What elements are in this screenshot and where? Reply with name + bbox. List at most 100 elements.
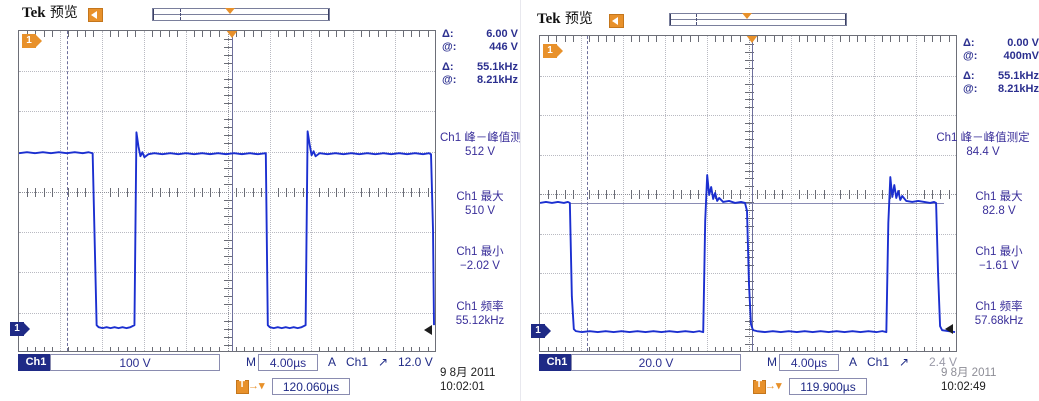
readout-row: Δ: 6.00 V — [442, 28, 518, 41]
measurement-pk-pk-left: Ch1 峰－峰值测定 512 V — [440, 131, 534, 159]
horizontal-scale-value[interactable]: 4.00µs — [779, 354, 839, 371]
measurement-value: 512 V — [464, 146, 496, 158]
cursor-readout-group-frequency: Δ: 55.1kHz @: 8.21kHz — [442, 61, 518, 87]
scope-left: Tek 预览 — [0, 0, 520, 401]
scope-left-header: Tek 预览 — [0, 0, 520, 24]
cursor-readout-group-voltage: Δ: 0.00 V @: 400mV — [963, 37, 1039, 63]
measurement-label: Ch1 最小 — [456, 246, 504, 258]
measurement-label: Ch1 频率 — [975, 301, 1023, 313]
waveform-trace-ch1-left — [19, 130, 435, 330]
readout-key: @: — [963, 50, 978, 62]
trigger-slope-icon[interactable]: ↗ — [899, 355, 910, 369]
trigger-level-value[interactable]: 12.0 V — [398, 355, 433, 369]
scope-right: Tek 预览 — [521, 0, 1039, 401]
trigger-point-marker-icon[interactable] — [226, 31, 238, 38]
readout-key: Δ: — [442, 28, 454, 40]
waveform-graticule-right[interactable] — [539, 35, 957, 352]
readout-value: 6.00 V — [486, 28, 518, 40]
readout-value: 55.1kHz — [998, 70, 1039, 82]
center-horizontal-ticks — [19, 188, 435, 197]
measurement-value: 55.12kHz — [455, 315, 505, 327]
trigger-state-icon[interactable] — [609, 14, 624, 28]
measurement-frequency-right: Ch1 频率 57.68kHz — [959, 300, 1039, 328]
cursor-a-vertical[interactable] — [587, 36, 588, 351]
record-length-right-bracket — [845, 14, 846, 25]
cursor-readouts-left: Δ: 6.00 V @: 446 V Δ: 55.1kHz @: 8.21kHz — [442, 28, 518, 94]
trigger-position-marker-icon[interactable] — [225, 8, 235, 14]
channel-badge-ch1[interactable]: Ch1 — [539, 354, 575, 371]
trigger-state-icon[interactable] — [88, 8, 103, 22]
channel-badge-ch1[interactable]: Ch1 — [18, 354, 54, 371]
delay-time-icon — [753, 379, 766, 394]
datetime-left: 9 8月 2011 10:02:01 — [440, 366, 495, 394]
measurement-max-left: Ch1 最大 510 V — [440, 190, 520, 218]
cursor-readout-group-voltage: Δ: 6.00 V @: 446 V — [442, 28, 518, 54]
trigger-level-marker-icon[interactable] — [424, 325, 432, 335]
horizontal-scale-prefix: M — [246, 355, 256, 369]
measurement-pk-pk-right: Ch1 峰－峰值测定 84.4 V — [927, 131, 1039, 159]
cursor-horizontal[interactable] — [570, 203, 944, 204]
waveform-graticule-left[interactable] — [18, 30, 436, 352]
channel-reference-marker-orange[interactable]: 1 — [22, 34, 42, 48]
trigger-source-value[interactable]: Ch1 — [346, 355, 369, 369]
readout-key: @: — [963, 83, 978, 95]
readout-value: 55.1kHz — [477, 61, 518, 73]
channel-ground-marker-ch1[interactable]: 1 — [10, 322, 30, 336]
channel-ground-marker-ch1[interactable]: 1 — [531, 324, 551, 338]
record-length-line — [153, 14, 329, 15]
channel-reference-marker-orange[interactable]: 1 — [543, 44, 563, 58]
trigger-level-marker-icon[interactable] — [945, 324, 953, 334]
measurement-value: 510 V — [464, 205, 496, 217]
measurement-value: 57.68kHz — [974, 315, 1024, 327]
readout-key: @: — [442, 41, 457, 53]
date-text: 9 8月 2011 — [941, 367, 997, 379]
readout-key: @: — [442, 74, 457, 86]
readout-row: Δ: 55.1kHz — [963, 70, 1039, 83]
time-text: 10:02:01 — [440, 381, 485, 393]
waveform-trace-ch1-right — [540, 174, 956, 334]
brand-label: Tek — [22, 5, 46, 21]
record-length-bar[interactable] — [152, 8, 330, 21]
trigger-level-value[interactable]: 2.4 V — [929, 355, 958, 369]
record-length-cursor-dash — [696, 14, 698, 25]
cursor-readouts-right: Δ: 0.00 V @: 400mV Δ: 55.1kHz @: 8.21kHz — [963, 37, 1039, 103]
readout-value: 400mV — [1003, 50, 1039, 62]
record-length-bar[interactable] — [669, 13, 847, 26]
cursor-a-vertical[interactable] — [67, 31, 68, 351]
bottom-edge-ticks — [19, 347, 435, 351]
readout-value: 8.21kHz — [998, 83, 1039, 95]
readout-key: Δ: — [963, 70, 975, 82]
cursor-b-vertical[interactable] — [752, 36, 753, 351]
readout-key: Δ: — [442, 61, 454, 73]
trigger-source-value[interactable]: Ch1 — [867, 355, 890, 369]
measurement-value: 82.8 V — [982, 205, 1016, 217]
measurement-max-right: Ch1 最大 82.8 V — [959, 190, 1039, 218]
bottom-edge-ticks — [540, 347, 956, 351]
tek-logo: Tek 预览 — [537, 8, 593, 28]
scope-right-header: Tek 预览 — [521, 0, 1039, 28]
horizontal-scale-value[interactable]: 4.00µs — [258, 354, 318, 371]
datetime-right: 9 8月 2011 10:02:49 — [941, 366, 996, 394]
vertical-scale-value[interactable]: 100 V — [50, 354, 220, 371]
brand-label: Tek — [537, 11, 561, 27]
trigger-mode-prefix: A — [328, 355, 337, 369]
readout-value: 8.21kHz — [477, 74, 518, 86]
vertical-gridlines — [19, 31, 435, 351]
readout-row: Δ: 55.1kHz — [442, 61, 518, 74]
trigger-position-marker-icon[interactable] — [742, 13, 752, 19]
trigger-point-marker-icon[interactable] — [746, 36, 758, 43]
measurement-label: Ch1 峰－峰值测定 — [440, 132, 534, 144]
delay-arrow-icon: →▾ — [248, 380, 265, 392]
delay-time-value[interactable]: 119.900µs — [789, 378, 867, 395]
trigger-slope-icon[interactable]: ↗ — [378, 355, 389, 369]
vertical-scale-value[interactable]: 20.0 V — [571, 354, 741, 371]
delay-time-icon — [236, 379, 249, 394]
panel-divider — [520, 0, 521, 401]
cursor-b-vertical[interactable] — [232, 31, 233, 351]
tek-logo: Tek 预览 — [22, 2, 78, 22]
delay-time-value[interactable]: 120.060µs — [272, 378, 350, 395]
readout-key: Δ: — [963, 37, 975, 49]
measurement-label: Ch1 峰－峰值测定 — [936, 132, 1030, 144]
readout-value: 0.00 V — [1007, 37, 1039, 49]
